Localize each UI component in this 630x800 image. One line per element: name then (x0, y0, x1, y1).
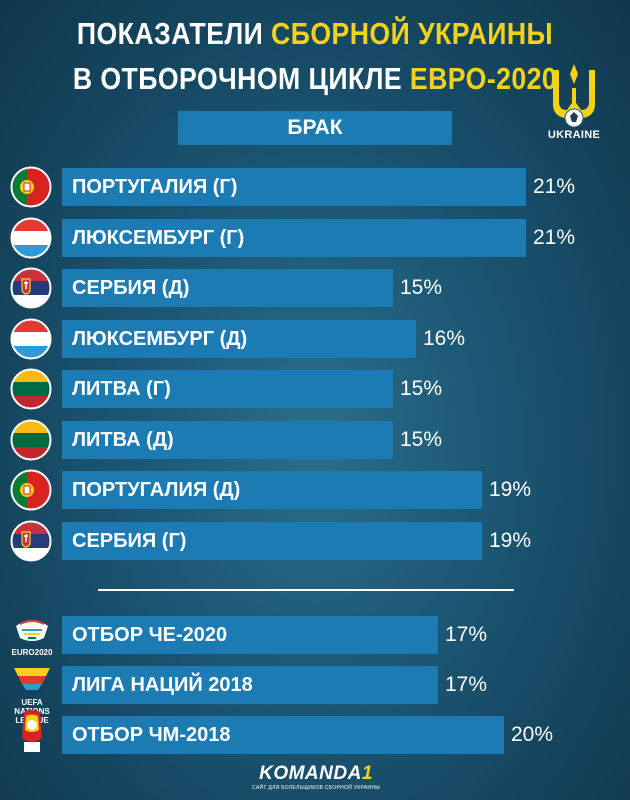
brand-name: KOMANDA (259, 763, 362, 784)
portugal-flag-icon (10, 469, 52, 511)
country-row-value-label: 19% (489, 529, 532, 552)
summary-row-bar (62, 716, 504, 754)
title-white-part: ПОКАЗАТЕЛИ (76, 16, 264, 51)
subtitle-background (178, 111, 452, 145)
euro2020-logo-icon (8, 608, 56, 656)
summary-row-label: ЛИГА НАЦИЙ 2018 (72, 674, 253, 696)
portugal-flag-icon (10, 166, 52, 208)
world-cup-2018-logo-icon (8, 708, 56, 756)
country-row-bar (62, 269, 393, 307)
country-row-value-label: 21% (533, 175, 576, 198)
summary-row-value-label: 20% (511, 723, 554, 746)
title-yellow-part: ЕВРО-2020 (409, 61, 558, 96)
brand-number: 1 (361, 763, 373, 784)
lithuania-flag-icon (10, 419, 52, 461)
country-row-bar (62, 471, 482, 509)
country-row-bar (62, 370, 393, 408)
serbia-flag-icon (10, 520, 52, 562)
country-row-label: ЛИТВА (Г) (72, 378, 171, 400)
nations-league-logo-icon (8, 658, 56, 706)
country-row-bar (62, 522, 482, 560)
summary-row-label: ОТБОР ЧЕ-2020 (72, 624, 228, 646)
page-title-line-2: В ОТБОРОЧНОМ ЦИКЛЕ ЕВРО-2020 (44, 61, 586, 97)
serbia-flag-icon (10, 267, 52, 309)
crest-label: UKRAINE (547, 129, 601, 141)
country-row-value-label: 15% (400, 428, 443, 451)
country-row-bar (62, 421, 393, 459)
country-row-value-label: 16% (423, 327, 466, 350)
country-row-bar (62, 168, 526, 206)
summary-row-bar (62, 616, 438, 654)
country-row-bar (62, 320, 416, 358)
section-divider (98, 589, 514, 591)
country-row-label: ЛЮКСЕМБУРГ (Д) (72, 328, 248, 350)
summary-row-label: ОТБОР ЧМ-2018 (72, 724, 231, 746)
country-row-label: СЕРБИЯ (Г) (72, 530, 187, 552)
title-yellow-part: СБОРНОЙ УКРАИНЫ (271, 16, 554, 51)
country-row-label: ЛЮКСЕМБУРГ (Г) (72, 227, 245, 249)
country-row-label: ПОРТУГАЛИЯ (Д) (72, 479, 241, 501)
chart-subtitle: БРАК (287, 116, 343, 139)
country-row-value-label: 15% (400, 276, 443, 299)
country-row-value-label: 15% (400, 377, 443, 400)
title-white-part: В ОТБОРОЧНОМ ЦИКЛЕ (72, 61, 403, 96)
summary-row-value-label: 17% (445, 623, 488, 646)
summary-row-bar (62, 666, 438, 704)
brand-tagline: САЙТ ДЛЯ БОЛЕЛЬЩИКОВ СБОРНОЙ УКРАИНЫ (252, 785, 380, 791)
lithuania-flag-icon (10, 368, 52, 410)
luxembourg-flag-icon (10, 217, 52, 259)
country-row-value-label: 21% (533, 226, 576, 249)
ukraine-federation-crest-icon (553, 64, 595, 128)
country-row-label: СЕРБИЯ (Д) (72, 277, 190, 299)
country-row-label: ПОРТУГАЛИЯ (Г) (72, 176, 238, 198)
komanda-brand-logo: KOMANDA1 (256, 763, 376, 785)
summary-row-value-label: 17% (445, 673, 488, 696)
luxembourg-flag-icon (10, 318, 52, 360)
country-row-bar (62, 219, 526, 257)
country-row-value-label: 19% (489, 478, 532, 501)
page-title-line-1: ПОКАЗАТЕЛИ СБОРНОЙ УКРАИНЫ (44, 16, 586, 52)
logo-caption: EURO2020 (11, 648, 53, 657)
country-row-label: ЛИТВА (Д) (72, 429, 174, 451)
